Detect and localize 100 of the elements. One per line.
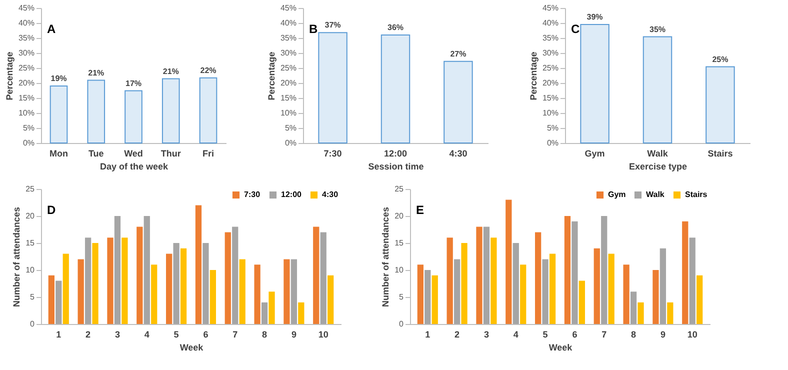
y-tick-label: 10 — [26, 266, 36, 274]
x-tick-label: Thur — [160, 148, 182, 158]
bar — [483, 226, 490, 324]
bar — [290, 259, 298, 324]
x-tick-label: 8 — [631, 330, 636, 340]
x-tick-label: 2 — [86, 330, 91, 340]
y-tick-label: 35% — [18, 34, 34, 42]
x-axis-title: Week — [180, 342, 204, 352]
bar — [594, 248, 600, 324]
bar — [62, 254, 69, 324]
bar — [48, 275, 54, 324]
bar — [512, 243, 519, 324]
y-tick-label: 25 — [26, 184, 36, 194]
bar — [454, 259, 460, 324]
x-tick-label: Wed — [124, 148, 143, 158]
legend-label: Walk — [646, 190, 665, 199]
bar — [549, 254, 556, 324]
x-tick-label: 1 — [56, 330, 62, 340]
bar — [444, 60, 473, 144]
legend-label: 4:30 — [322, 190, 339, 199]
y-tick-label: 15% — [542, 94, 558, 102]
legend-label: 7:30 — [244, 190, 261, 199]
y-tick-label: 45% — [18, 4, 34, 12]
y-tick-label: 45% — [542, 4, 558, 12]
x-axis-title: Week — [548, 342, 574, 352]
y-tick-label: 0% — [22, 138, 34, 148]
y-tick-label: 10 — [394, 266, 404, 274]
x-axis-title: Day of the week — [100, 162, 169, 172]
y-tick-label: 5 — [399, 292, 404, 302]
x-tick-label: Tue — [88, 148, 104, 158]
x-tick-label: 4:30 — [449, 148, 468, 158]
bar — [652, 270, 659, 324]
data-label: 36% — [387, 23, 404, 32]
bar — [298, 302, 304, 324]
bar — [535, 232, 542, 324]
bar — [320, 232, 326, 324]
bar — [417, 264, 424, 324]
x-tick-label: 4 — [144, 330, 150, 340]
y-tick-label: 0 — [399, 320, 404, 328]
bar — [706, 66, 735, 144]
text: E — [416, 203, 424, 217]
data-label: 21% — [88, 68, 104, 78]
x-tick-label: 7:30 — [324, 148, 342, 158]
y-tick-label: 20 — [26, 212, 36, 220]
x-tick-label: 9 — [660, 330, 666, 340]
x-tick-label: Stairs — [708, 148, 733, 158]
data-label: 21% — [162, 66, 179, 76]
y-tick-label: 5 — [30, 292, 36, 302]
bar — [506, 200, 512, 324]
x-tick-label: 3 — [484, 330, 489, 340]
x-tick-label: Fri — [202, 148, 214, 158]
y-tick-label: 30% — [18, 48, 34, 58]
y-tick-label: 40% — [542, 18, 558, 28]
data-label: 22% — [200, 66, 216, 75]
y-tick-label: 25 — [394, 184, 404, 194]
x-tick-label: 7 — [232, 330, 238, 340]
x-tick-label: 2 — [454, 330, 460, 340]
bar — [682, 221, 688, 324]
bar — [136, 226, 143, 324]
bar — [78, 259, 84, 324]
x-tick-label: 5 — [174, 330, 179, 340]
y-tick-label: 10% — [18, 108, 34, 118]
bar — [642, 36, 672, 144]
data-label: 17% — [125, 78, 142, 88]
bar — [520, 264, 526, 324]
legend-label: Stairs — [685, 190, 708, 199]
y-tick-label: 25% — [18, 64, 34, 72]
bar — [667, 302, 674, 324]
x-tick-label: 3 — [114, 330, 120, 340]
bar — [380, 34, 410, 144]
bar — [476, 226, 482, 324]
bar — [623, 264, 630, 324]
x-tick-label: Walk — [647, 148, 669, 158]
y-tick-label: 5% — [546, 124, 558, 132]
y-tick-label: 5% — [284, 124, 296, 132]
bar — [84, 238, 92, 324]
bar — [202, 243, 209, 324]
x-tick-label: Mon — [50, 148, 68, 158]
y-tick-label: 40% — [18, 18, 34, 28]
x-tick-label: Gym — [584, 148, 605, 158]
x-tick-label: 10 — [687, 330, 698, 340]
data-label: 25% — [712, 54, 728, 64]
text: B — [309, 22, 318, 36]
text: A — [47, 22, 56, 36]
x-tick-label: 4 — [513, 330, 518, 340]
y-tick-label: 15 — [394, 238, 404, 248]
bar — [162, 78, 180, 144]
y-axis-title: Number of attendances — [380, 206, 391, 308]
bar — [432, 275, 438, 324]
bar — [490, 238, 497, 324]
bar — [173, 243, 180, 324]
x-axis-title: Session time — [368, 162, 424, 172]
text: D — [47, 203, 56, 217]
bar — [144, 216, 150, 324]
y-tick-label: 20% — [18, 78, 34, 88]
y-tick-label: 15% — [280, 94, 296, 102]
bar — [107, 238, 114, 324]
y-tick-label: 15% — [18, 94, 34, 102]
y-tick-label: 45% — [280, 4, 296, 12]
data-label: 39% — [586, 12, 603, 22]
